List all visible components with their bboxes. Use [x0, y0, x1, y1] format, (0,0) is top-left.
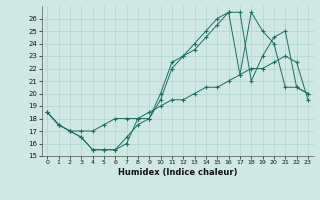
X-axis label: Humidex (Indice chaleur): Humidex (Indice chaleur): [118, 168, 237, 177]
